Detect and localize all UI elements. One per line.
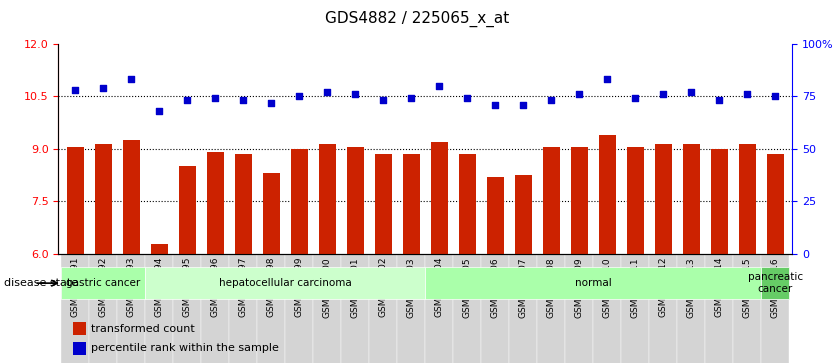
Bar bbox=[425, 254, 454, 363]
Bar bbox=[537, 254, 565, 363]
Bar bbox=[123, 140, 139, 363]
Point bbox=[629, 95, 642, 101]
FancyBboxPatch shape bbox=[61, 267, 145, 299]
Text: gastric cancer: gastric cancer bbox=[66, 278, 140, 288]
Point bbox=[573, 91, 586, 97]
Bar bbox=[73, 342, 86, 355]
Bar bbox=[650, 254, 677, 363]
Bar bbox=[151, 244, 168, 363]
Bar bbox=[341, 254, 369, 363]
Point bbox=[600, 77, 614, 82]
Text: percentile rank within the sample: percentile rank within the sample bbox=[92, 343, 279, 354]
Point bbox=[68, 87, 82, 93]
Bar bbox=[543, 147, 560, 363]
Text: disease state: disease state bbox=[4, 278, 78, 288]
Bar bbox=[481, 254, 510, 363]
Point bbox=[97, 85, 110, 91]
Text: pancreatic
cancer: pancreatic cancer bbox=[748, 272, 803, 294]
Bar bbox=[767, 154, 784, 363]
Bar bbox=[173, 254, 201, 363]
Text: transformed count: transformed count bbox=[92, 324, 195, 334]
Bar bbox=[711, 149, 728, 363]
Bar bbox=[73, 322, 86, 335]
Point bbox=[208, 95, 222, 101]
Bar bbox=[67, 147, 83, 363]
Bar bbox=[599, 135, 615, 363]
Text: GDS4882 / 225065_x_at: GDS4882 / 225065_x_at bbox=[325, 11, 509, 27]
Point bbox=[685, 89, 698, 95]
Bar bbox=[314, 254, 341, 363]
Point bbox=[769, 93, 782, 99]
Point bbox=[153, 108, 166, 114]
FancyBboxPatch shape bbox=[761, 267, 790, 299]
Bar bbox=[761, 254, 790, 363]
Point bbox=[404, 95, 418, 101]
Bar bbox=[285, 254, 314, 363]
Bar bbox=[565, 254, 594, 363]
Bar bbox=[515, 175, 532, 363]
Point bbox=[293, 93, 306, 99]
Bar bbox=[454, 254, 481, 363]
Bar bbox=[594, 254, 621, 363]
Bar bbox=[655, 144, 672, 363]
Point bbox=[656, 91, 670, 97]
Bar bbox=[178, 166, 196, 363]
Bar bbox=[235, 154, 252, 363]
Point bbox=[713, 98, 726, 103]
FancyBboxPatch shape bbox=[425, 267, 761, 299]
Bar bbox=[201, 254, 229, 363]
Bar bbox=[145, 254, 173, 363]
Bar bbox=[621, 254, 650, 363]
Point bbox=[433, 83, 446, 89]
Point bbox=[124, 77, 138, 82]
Bar bbox=[733, 254, 761, 363]
Bar bbox=[319, 144, 336, 363]
Bar bbox=[118, 254, 145, 363]
Point bbox=[545, 98, 558, 103]
Bar bbox=[397, 254, 425, 363]
Bar bbox=[207, 152, 224, 363]
Bar bbox=[510, 254, 537, 363]
Bar bbox=[677, 254, 706, 363]
Bar bbox=[89, 254, 118, 363]
Bar bbox=[739, 144, 756, 363]
Bar bbox=[487, 177, 504, 363]
Bar bbox=[291, 149, 308, 363]
Bar bbox=[229, 254, 257, 363]
Bar bbox=[257, 254, 285, 363]
Point bbox=[237, 98, 250, 103]
Bar bbox=[61, 254, 89, 363]
Bar bbox=[347, 147, 364, 363]
Bar bbox=[95, 144, 112, 363]
Point bbox=[349, 91, 362, 97]
Point bbox=[489, 102, 502, 107]
Text: normal: normal bbox=[575, 278, 612, 288]
Point bbox=[460, 95, 474, 101]
Bar bbox=[459, 154, 475, 363]
Bar bbox=[627, 147, 644, 363]
Text: hepatocellular carcinoma: hepatocellular carcinoma bbox=[219, 278, 352, 288]
FancyBboxPatch shape bbox=[145, 267, 425, 299]
Point bbox=[517, 102, 530, 107]
Bar bbox=[431, 142, 448, 363]
Bar bbox=[571, 147, 588, 363]
Point bbox=[377, 98, 390, 103]
Point bbox=[181, 98, 194, 103]
Bar bbox=[706, 254, 733, 363]
Bar bbox=[263, 174, 279, 363]
Bar bbox=[683, 144, 700, 363]
Bar bbox=[403, 154, 420, 363]
Point bbox=[320, 89, 334, 95]
Point bbox=[264, 99, 278, 105]
Point bbox=[741, 91, 754, 97]
Bar bbox=[369, 254, 397, 363]
Bar bbox=[375, 154, 392, 363]
